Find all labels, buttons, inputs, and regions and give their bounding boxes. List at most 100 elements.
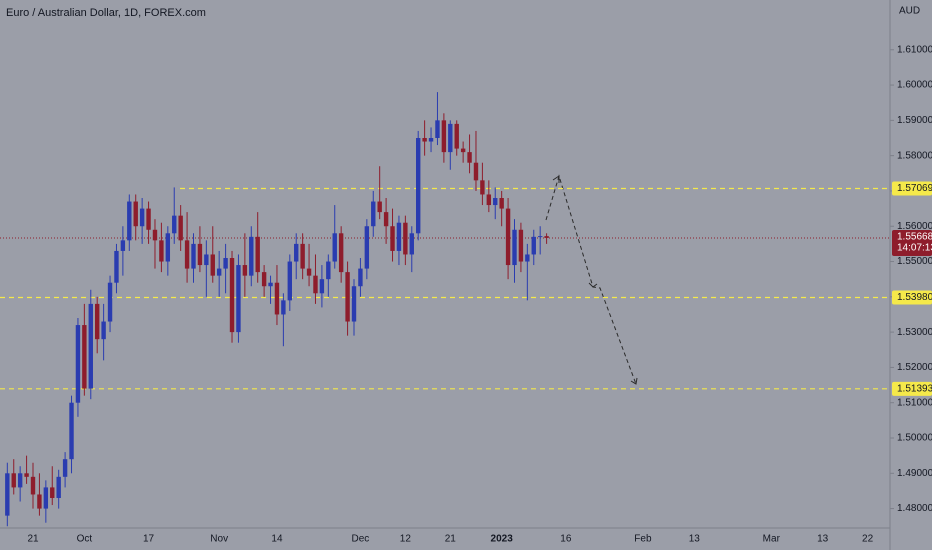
y-tick-label: 1.61000: [897, 44, 932, 55]
x-tick-label: 12: [400, 534, 412, 545]
candle-body: [95, 303, 100, 340]
candle-body: [127, 201, 132, 241]
last-price-tag: [892, 229, 932, 256]
candle-body: [486, 194, 492, 206]
y-tick-label: 1.60000: [897, 80, 932, 91]
level-label: 1.53980: [897, 292, 932, 303]
candle-body: [351, 286, 357, 322]
candle-body: [332, 233, 337, 262]
candle-body: [371, 201, 376, 227]
candle-body: [184, 240, 190, 269]
level-label: 1.51393: [897, 383, 932, 394]
x-tick-label: Oct: [77, 534, 93, 545]
candle-body: [172, 215, 177, 234]
candle-body: [204, 254, 209, 266]
y-tick-label: 1.52000: [897, 362, 932, 373]
candle-body: [191, 243, 196, 269]
arrow-head: [552, 175, 560, 183]
candle-body: [24, 473, 29, 477]
candle-body: [428, 138, 434, 142]
level-tag: [892, 181, 932, 196]
candle-body: [274, 282, 280, 315]
candle-body: [43, 487, 49, 509]
candle-body: [460, 148, 466, 153]
candle-body: [422, 138, 427, 142]
candle-body: [403, 222, 408, 255]
y-tick-label: 1.58000: [897, 150, 932, 161]
candle-body: [416, 138, 421, 234]
candle-body: [435, 120, 440, 138]
candle-body: [159, 240, 164, 262]
candle-body: [480, 180, 485, 195]
candle-body: [30, 476, 36, 495]
candle-body: [139, 208, 145, 227]
arrow-head: [588, 282, 598, 288]
candle-body: [120, 240, 126, 251]
x-tick-label: 21: [27, 534, 39, 545]
candle-body: [518, 229, 524, 262]
y-tick-label: 1.50000: [897, 433, 932, 444]
candle-body: [505, 208, 511, 266]
arrow-head: [630, 377, 638, 385]
x-tick-label: Dec: [352, 534, 370, 545]
x-tick-label: 16: [560, 534, 572, 545]
candle-body: [512, 229, 517, 266]
candle-body: [537, 236, 543, 238]
level-tag: [892, 381, 932, 396]
candle-body: [210, 254, 215, 276]
candle-body: [101, 321, 106, 340]
candle-body: [242, 265, 248, 276]
candle-body: [319, 279, 325, 294]
candle-body: [82, 325, 87, 389]
y-tick-label: 1.51000: [897, 397, 932, 408]
candle-body: [229, 258, 235, 333]
candle-body: [409, 233, 414, 255]
x-tick-label: Mar: [763, 534, 781, 545]
candle-body: [493, 198, 498, 206]
candle-body: [454, 123, 459, 149]
candle-body: [152, 229, 158, 241]
candle-body: [294, 243, 299, 262]
x-tick-label: 13: [689, 534, 701, 545]
candle-body: [306, 268, 312, 276]
candle-body: [133, 201, 138, 227]
candle-body: [358, 268, 363, 287]
candle-body: [281, 300, 286, 315]
candle-body: [313, 275, 318, 294]
candle-body: [268, 282, 273, 287]
level-tag: [892, 290, 932, 305]
candle-body: [11, 473, 16, 488]
y-tick-label: 1.48000: [897, 503, 932, 514]
x-tick-label: 14: [271, 534, 283, 545]
candle-body: [287, 261, 292, 301]
candle-body: [441, 120, 447, 153]
countdown-label: 14:07:13: [897, 243, 932, 254]
candle-body: [255, 236, 260, 273]
candle-body: [107, 282, 113, 322]
candle-body: [75, 325, 81, 403]
candle-body: [62, 459, 68, 477]
candle-body: [56, 476, 61, 498]
candle-body: [114, 250, 119, 283]
candle-body: [5, 473, 10, 516]
y-tick-label: 1.53000: [897, 327, 932, 338]
candle-body: [390, 226, 395, 251]
last-price-label: 1.55668: [897, 232, 932, 243]
candle-body: [69, 402, 74, 460]
candle-body: [37, 494, 42, 509]
candle-body: [473, 162, 479, 181]
candle-body: [531, 236, 536, 255]
candle-body: [249, 236, 254, 276]
candle-body: [223, 258, 228, 269]
candle-body: [345, 272, 350, 322]
currency-label: AUD: [899, 6, 920, 17]
candle-body: [544, 236, 549, 238]
y-tick-label: 1.59000: [897, 115, 932, 126]
candle-body: [448, 123, 453, 153]
candle-body: [364, 226, 370, 269]
chart-title: Euro / Australian Dollar, 1D, FOREX.com: [6, 7, 206, 19]
candle-body: [499, 198, 504, 209]
candle-body: [50, 487, 55, 498]
x-tick-label: 2023: [491, 534, 514, 545]
candle-body: [165, 233, 171, 262]
